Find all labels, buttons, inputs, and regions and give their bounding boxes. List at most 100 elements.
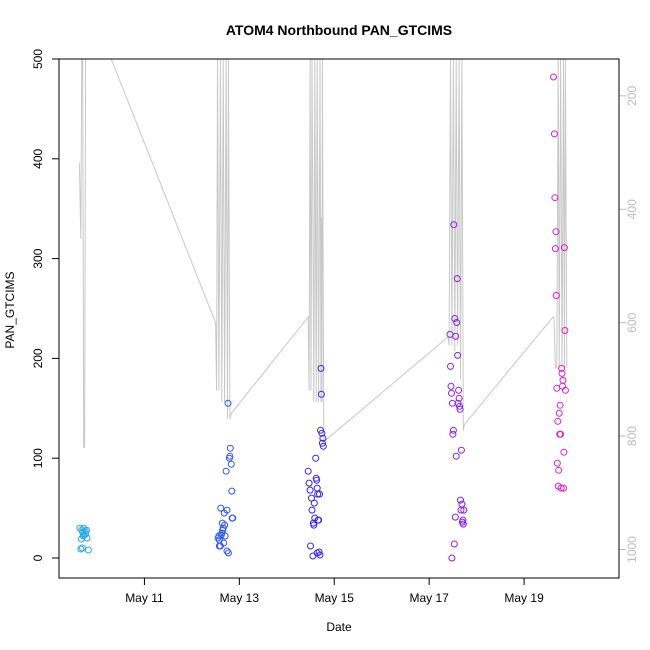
y-tick-label: 400 (31, 148, 45, 168)
y2-tick-label: 200 (625, 86, 639, 106)
data-point (218, 519, 226, 527)
plot-frame (58, 58, 620, 579)
data-point (315, 516, 323, 524)
data-point (313, 484, 321, 492)
data-point (449, 426, 457, 434)
data-point (319, 442, 327, 450)
data-point (450, 221, 458, 229)
data-point (551, 194, 559, 202)
data-point (555, 409, 563, 417)
data-point (560, 484, 567, 492)
y-tick-label: 200 (31, 348, 45, 368)
data-point (552, 228, 560, 236)
series-0 (76, 524, 92, 554)
data-point (226, 444, 234, 452)
data-point (559, 376, 567, 384)
data-point (313, 549, 321, 557)
data-point (309, 552, 317, 560)
data-point (452, 452, 460, 460)
x-tick-label: May 13 (220, 591, 260, 605)
data-point (449, 430, 457, 438)
secondary-series-layer (78, 59, 568, 448)
data-point (310, 499, 318, 507)
data-point (551, 245, 559, 253)
data-point (459, 516, 467, 524)
data-point (226, 452, 234, 460)
chart-title: ATOM4 Northbound PAN_GTCIMS (226, 22, 452, 38)
y2-tick-label: 400 (625, 199, 639, 219)
data-point (306, 486, 314, 494)
data-point (227, 460, 235, 468)
secondary-series-line (78, 59, 568, 448)
data-point (454, 351, 462, 359)
y2-tick-label: 600 (625, 312, 639, 332)
data-point (460, 506, 468, 514)
data-point (83, 526, 90, 534)
data-point (221, 521, 229, 529)
series-4 (550, 73, 569, 492)
points-layer (76, 73, 569, 562)
data-point (457, 446, 465, 454)
data-point (555, 466, 563, 474)
x-tick-label: May 11 (125, 591, 164, 605)
series-1 (214, 399, 237, 557)
axes-layer: May 11 May 13 May 15 May 17 May 19 0 100 200 300… (31, 49, 639, 605)
data-point (304, 467, 312, 475)
x-axis-label: Date (326, 620, 352, 634)
data-point (457, 496, 464, 504)
x-tick-label: May 15 (315, 591, 355, 605)
y2-tick-label: 1000 (625, 536, 639, 563)
data-point (456, 405, 464, 413)
data-point (448, 399, 456, 407)
data-point (561, 327, 569, 334)
data-point (222, 467, 230, 475)
data-point (313, 476, 321, 484)
data-point (550, 73, 557, 81)
data-point (318, 439, 326, 447)
data-point (553, 459, 561, 467)
data-point (453, 319, 461, 326)
data-point (452, 332, 460, 340)
data-point (228, 487, 236, 495)
data-point (319, 434, 327, 442)
y2-tick-label: 800 (625, 426, 639, 446)
data-point (447, 362, 454, 370)
data-point (224, 399, 232, 407)
x-tick-label: May 19 (504, 591, 544, 605)
data-point (82, 530, 90, 538)
data-point (450, 540, 458, 548)
y-tick-label: 300 (31, 248, 45, 268)
data-point (447, 382, 455, 390)
data-point (557, 484, 565, 492)
data-point (224, 549, 232, 557)
data-point (223, 547, 231, 555)
data-point (558, 369, 566, 377)
y-tick-label: 500 (31, 49, 45, 69)
series-3 (446, 221, 468, 562)
data-point (317, 364, 325, 372)
data-point (451, 513, 459, 521)
data-point (560, 244, 568, 252)
data-point (314, 490, 322, 498)
data-point (312, 454, 320, 462)
y-axis-label: PAN_GTCIMS (3, 271, 17, 348)
data-point (305, 479, 313, 487)
data-point (84, 546, 92, 554)
data-point (554, 417, 562, 425)
data-point (458, 500, 466, 508)
data-point (560, 448, 568, 456)
data-point (318, 429, 326, 437)
data-point (310, 521, 318, 529)
data-point (77, 545, 85, 553)
data-point (229, 514, 237, 522)
data-point (78, 544, 86, 552)
data-point (455, 394, 463, 402)
data-point (561, 386, 569, 394)
data-point (217, 504, 225, 512)
data-point (557, 430, 565, 438)
data-point (215, 542, 223, 550)
data-point (316, 490, 323, 498)
data-point (448, 554, 456, 562)
data-point (558, 364, 566, 372)
